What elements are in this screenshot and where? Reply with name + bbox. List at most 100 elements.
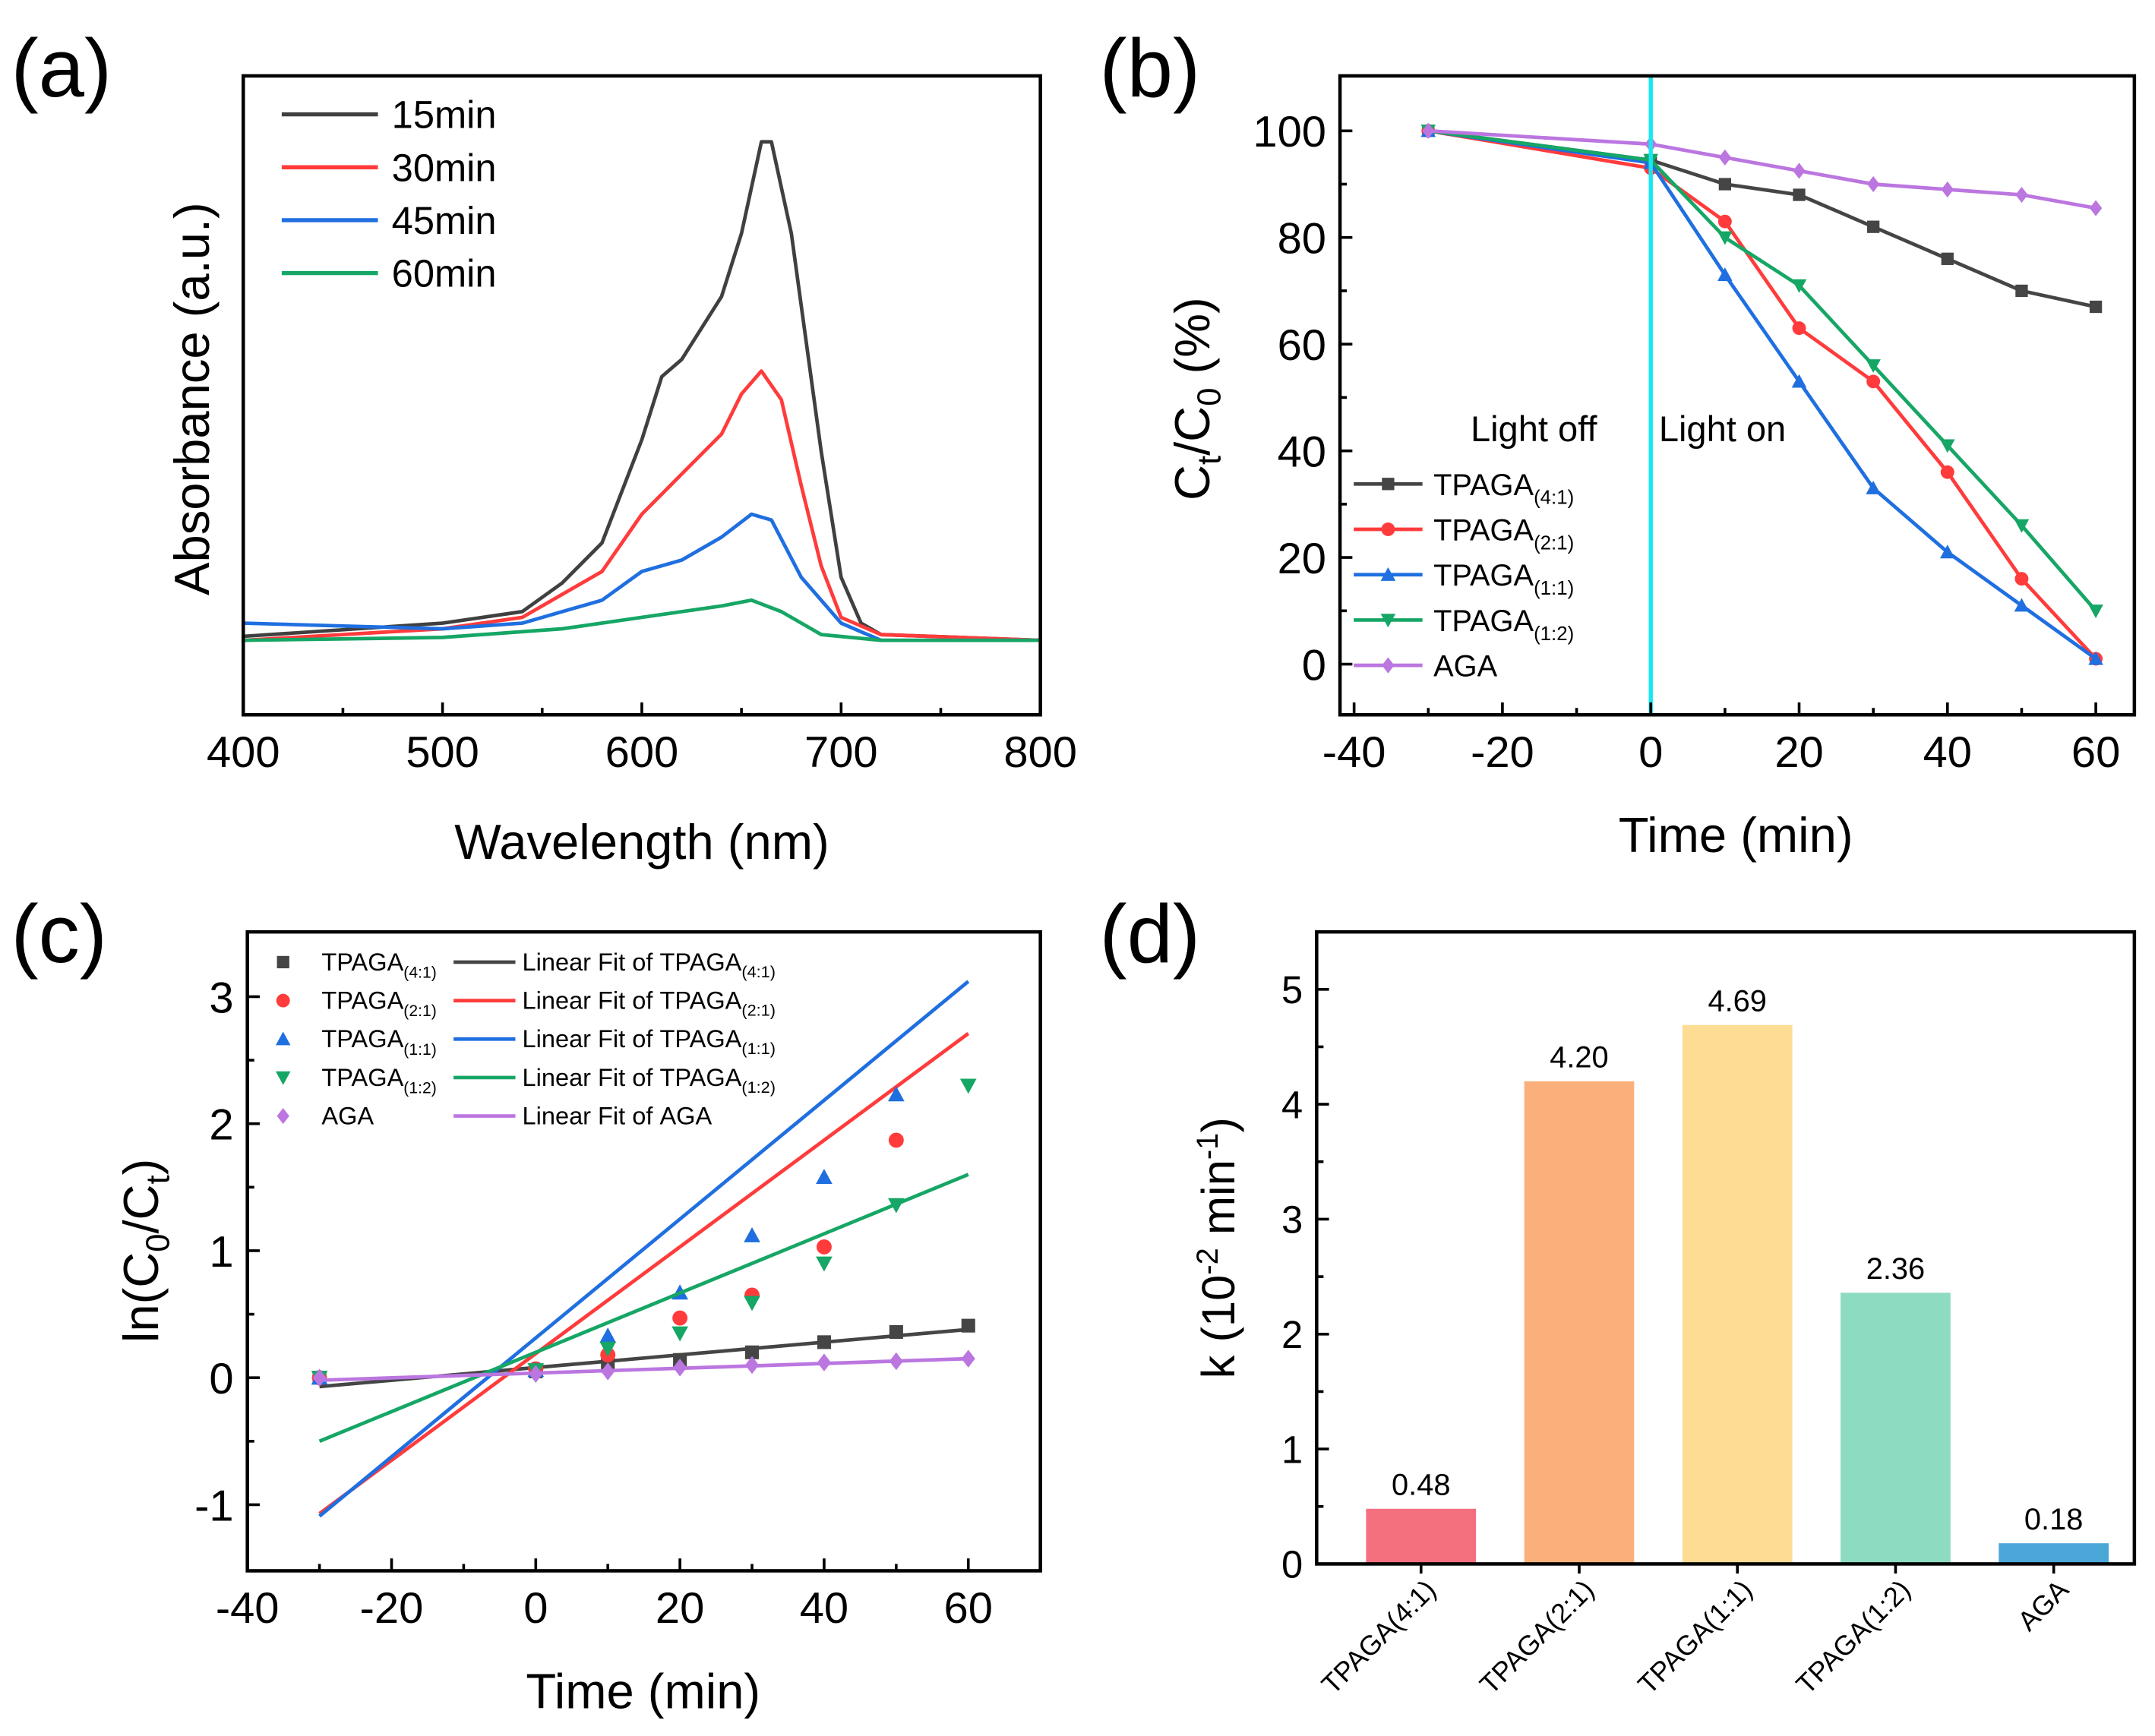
x-tick-label: 800 xyxy=(1003,728,1077,777)
y-tick-label: 1 xyxy=(209,1228,233,1277)
bar-TPAGA(1:2) xyxy=(1841,1293,1951,1564)
text-part: Linear Fit of xyxy=(523,1102,660,1129)
data-point xyxy=(816,1239,832,1255)
text-part: (%) xyxy=(1164,297,1220,387)
data-point xyxy=(2015,186,2028,204)
legend-marker xyxy=(1382,657,1395,674)
legend-marker xyxy=(1382,478,1395,491)
annotation-light-off: Light off xyxy=(1471,409,1597,449)
annotation-light-on: Light on xyxy=(1659,409,1786,449)
legend-label: AGA xyxy=(1433,650,1497,683)
text-part: t xyxy=(141,1175,177,1184)
legend-label: TPAGA(4:1) xyxy=(321,948,436,982)
data-point xyxy=(601,1362,615,1381)
panel-label-a: (a) xyxy=(11,23,112,115)
data-point xyxy=(744,1296,760,1311)
series-subscript: (1:2) xyxy=(403,1080,437,1097)
series-subscript: (1:1) xyxy=(1534,578,1574,599)
text-part: ) xyxy=(113,1159,169,1176)
category-label: TPAGA(4:1) xyxy=(1316,1573,1442,1700)
series-line xyxy=(1427,128,2097,661)
text-part: AGA xyxy=(659,1102,712,1129)
y-tick-label: 100 xyxy=(1253,108,1326,156)
legend-label: 30min xyxy=(392,146,497,189)
series-name: TPAGA xyxy=(321,1064,403,1091)
legend-marker xyxy=(276,993,290,1008)
data-point xyxy=(2089,300,2103,314)
data-point xyxy=(1793,163,1806,179)
data-point xyxy=(1940,465,1954,479)
spectrum-line-15min xyxy=(243,140,1041,642)
y-axis-title: Absorbance (a.u.) xyxy=(164,202,220,595)
category-label: TPAGA(2:1) xyxy=(1474,1573,1600,1700)
y-tick-label: 1 xyxy=(1281,1428,1303,1471)
text-part: /C xyxy=(113,1184,169,1233)
text-part: Linear Fit of xyxy=(523,948,660,976)
legend-fit-label: Linear Fit of TPAGA(1:1) xyxy=(523,1025,776,1058)
series-name: AGA xyxy=(321,1102,374,1129)
y-tick-label: 2 xyxy=(209,1101,233,1150)
category-label: TPAGA(1:1) xyxy=(1632,1573,1758,1700)
data-point xyxy=(312,1368,327,1387)
text-part: -2 xyxy=(1191,1248,1224,1274)
data-point xyxy=(599,1341,617,1357)
text-part: TPAGA xyxy=(659,1025,741,1053)
legend-marker xyxy=(276,955,289,969)
series-name: TPAGA xyxy=(321,986,403,1014)
data-point xyxy=(1941,181,1954,198)
y-tick-label: 20 xyxy=(1278,535,1326,583)
x-tick-label: 60 xyxy=(2071,728,2120,777)
x-axis-title: Time (min) xyxy=(1619,807,1853,863)
series-name: TPAGA xyxy=(1433,469,1534,502)
x-tick-label: 40 xyxy=(1923,728,1972,777)
x-tick-label: -40 xyxy=(1322,728,1386,777)
text-part: ) xyxy=(1193,1117,1245,1132)
legend-label: TPAGA(4:1) xyxy=(1433,469,1574,509)
y-tick-label: 0 xyxy=(209,1355,233,1403)
spectrum-line-60min xyxy=(243,598,1041,642)
fit-line xyxy=(319,1356,968,1382)
text-part: ln(C xyxy=(113,1252,169,1343)
series-name: TPAGA xyxy=(321,1025,403,1053)
legend-label: 15min xyxy=(392,93,497,137)
y-tick-label: 5 xyxy=(1281,968,1303,1012)
legend-label: TPAGA(2:1) xyxy=(1433,513,1574,554)
legend-marker xyxy=(275,1071,291,1085)
data-point xyxy=(1866,481,1881,494)
data-point xyxy=(1791,374,1807,388)
legend-label: TPAGA(2:1) xyxy=(321,986,436,1020)
data-point xyxy=(744,1345,760,1359)
spectrum-line-45min xyxy=(243,512,1041,642)
data-point xyxy=(672,1310,688,1326)
text-part: min xyxy=(1193,1160,1245,1248)
series-name: AGA xyxy=(1433,650,1497,683)
data-point xyxy=(888,1132,904,1148)
data-point xyxy=(1718,149,1731,166)
data-point xyxy=(1718,178,1731,191)
y-tick-label: 40 xyxy=(1278,428,1326,476)
series-subscript: (4:1) xyxy=(403,964,437,982)
text-part: 0 xyxy=(1192,388,1228,406)
legend-fit-label: Linear Fit of TPAGA(1:2) xyxy=(523,1064,776,1097)
panel-label-b: (b) xyxy=(1099,23,1200,115)
spectrum-line-30min xyxy=(243,369,1041,642)
x-tick-label: 400 xyxy=(207,728,280,777)
legend-label: TPAGA(1:1) xyxy=(1433,559,1574,599)
data-point xyxy=(1717,231,1733,245)
y-axis-title: ln(C0/Ct) xyxy=(113,1159,176,1343)
text-part: TPAGA xyxy=(659,948,741,976)
fit-line xyxy=(318,1173,969,1444)
data-point xyxy=(1941,252,1954,265)
data-point xyxy=(2089,200,2103,216)
data-point xyxy=(961,1318,975,1333)
data-point xyxy=(1867,175,1880,193)
data-point xyxy=(959,1078,977,1094)
data-point xyxy=(1422,122,1435,139)
legend-marker xyxy=(275,1031,291,1046)
series-subscript: (1:1) xyxy=(403,1041,437,1059)
series-line xyxy=(1427,128,2097,661)
legend-fit-label: Linear Fit of AGA xyxy=(523,1102,713,1129)
data-point xyxy=(2014,598,2030,612)
bar-value-label: 0.18 xyxy=(2024,1503,2083,1536)
